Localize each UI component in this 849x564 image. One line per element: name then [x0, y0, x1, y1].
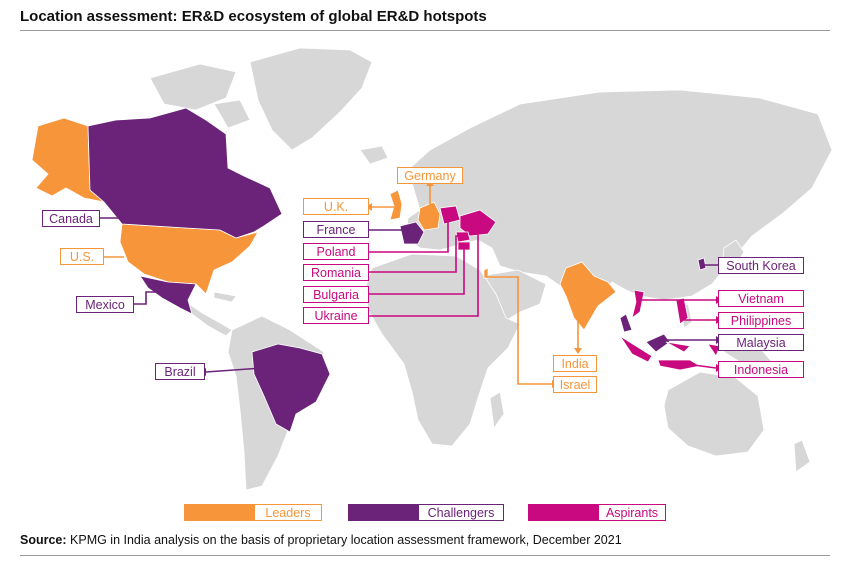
- label-israel: Israel: [553, 376, 597, 393]
- label-canada: Canada: [42, 210, 100, 227]
- country-alaska-us: [31, 117, 106, 203]
- challengers-countries: [87, 107, 707, 433]
- label-poland: Poland: [303, 243, 369, 260]
- legend-label-aspirants: Aspirants: [598, 504, 666, 521]
- country-philippines: [675, 297, 689, 325]
- label-malaysia: Malaysia: [718, 334, 804, 351]
- country-malaysia: [619, 313, 671, 353]
- source-note: Source: KPMG in India analysis on the ba…: [20, 533, 622, 547]
- leaders-countries: [31, 117, 617, 331]
- aspirants-countries: [439, 205, 721, 371]
- legend-swatch-leaders: [184, 504, 254, 521]
- label-us: U.S.: [60, 248, 104, 265]
- label-mexico: Mexico: [76, 296, 134, 313]
- label-south-korea: South Korea: [718, 257, 804, 274]
- connector-lines: [100, 185, 718, 385]
- legend-swatch-challengers: [348, 504, 418, 521]
- country-israel: [483, 267, 489, 279]
- country-germany: [417, 201, 441, 231]
- country-brazil: [251, 343, 331, 433]
- label-india: India: [553, 355, 597, 372]
- country-ukraine: [459, 209, 497, 237]
- source-prefix: Source:: [20, 533, 67, 547]
- label-bulgaria: Bulgaria: [303, 286, 369, 303]
- country-india: [559, 261, 617, 331]
- page-title: Location assessment: ER&D ecosystem of g…: [20, 8, 487, 25]
- label-brazil: Brazil: [155, 363, 205, 380]
- source-text: KPMG in India analysis on the basis of p…: [66, 533, 622, 547]
- leaders-connectors: [104, 185, 579, 385]
- label-germany: Germany: [397, 167, 463, 184]
- label-philippines: Philippines: [718, 312, 804, 329]
- aspirants-connectors: [368, 222, 717, 369]
- label-ukraine: Ukraine: [303, 307, 369, 324]
- country-romania: [455, 231, 471, 243]
- title-divider: [20, 30, 830, 31]
- country-south-korea: [697, 257, 707, 271]
- country-france: [399, 221, 425, 245]
- label-vietnam: Vietnam: [718, 290, 804, 307]
- legend-swatch-aspirants: [528, 504, 598, 521]
- footer-divider: [20, 555, 830, 556]
- label-france: France: [303, 221, 369, 238]
- label-uk: U.K.: [303, 198, 369, 215]
- country-indonesia: [619, 335, 721, 371]
- country-canada: [87, 107, 283, 239]
- label-indonesia: Indonesia: [718, 361, 804, 378]
- legend-label-challengers: Challengers: [418, 504, 504, 521]
- label-romania: Romania: [303, 264, 369, 281]
- country-uk: [389, 189, 403, 221]
- challengers-connectors: [100, 217, 718, 373]
- country-vietnam: [631, 289, 645, 319]
- legend-label-leaders: Leaders: [254, 504, 322, 521]
